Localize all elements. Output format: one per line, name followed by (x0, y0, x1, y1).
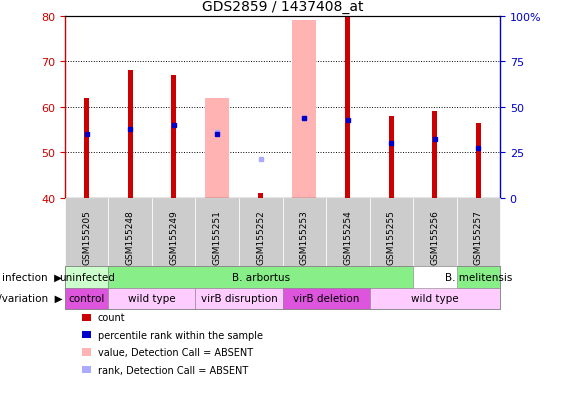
Text: B. melitensis: B. melitensis (445, 272, 512, 282)
Text: virB disruption: virB disruption (201, 294, 277, 304)
Text: virB deletion: virB deletion (293, 294, 359, 304)
Text: rank, Detection Call = ABSENT: rank, Detection Call = ABSENT (98, 365, 248, 375)
Text: uninfected: uninfected (59, 272, 115, 282)
Text: GSM155256: GSM155256 (431, 209, 439, 264)
Bar (432, 112, 437, 198)
Bar (476, 123, 481, 198)
Bar (205, 98, 229, 198)
Text: GSM155205: GSM155205 (82, 209, 91, 264)
Text: count: count (98, 313, 125, 323)
Text: B. arbortus: B. arbortus (232, 272, 290, 282)
Text: GSM155254: GSM155254 (344, 210, 352, 264)
Bar (84, 98, 89, 198)
Text: GSM155248: GSM155248 (126, 210, 134, 264)
Title: GDS2859 / 1437408_at: GDS2859 / 1437408_at (202, 0, 363, 14)
Text: wild type: wild type (411, 294, 459, 304)
Text: infection  ▶: infection ▶ (2, 272, 62, 282)
Text: GSM155255: GSM155255 (387, 209, 396, 264)
Text: GSM155249: GSM155249 (170, 210, 178, 264)
Text: percentile rank within the sample: percentile rank within the sample (98, 330, 263, 340)
Text: GSM155252: GSM155252 (257, 210, 265, 264)
Bar (258, 194, 263, 198)
Text: value, Detection Call = ABSENT: value, Detection Call = ABSENT (98, 347, 253, 357)
Bar (128, 71, 133, 198)
Bar (389, 116, 394, 198)
Bar (292, 21, 316, 198)
Text: genotype/variation  ▶: genotype/variation ▶ (0, 294, 62, 304)
Text: control: control (68, 294, 105, 304)
Text: GSM155251: GSM155251 (213, 209, 221, 264)
Text: GSM155257: GSM155257 (474, 209, 483, 264)
Bar (345, 17, 350, 198)
Text: GSM155253: GSM155253 (300, 209, 308, 264)
Text: wild type: wild type (128, 294, 176, 304)
Bar (171, 76, 176, 198)
